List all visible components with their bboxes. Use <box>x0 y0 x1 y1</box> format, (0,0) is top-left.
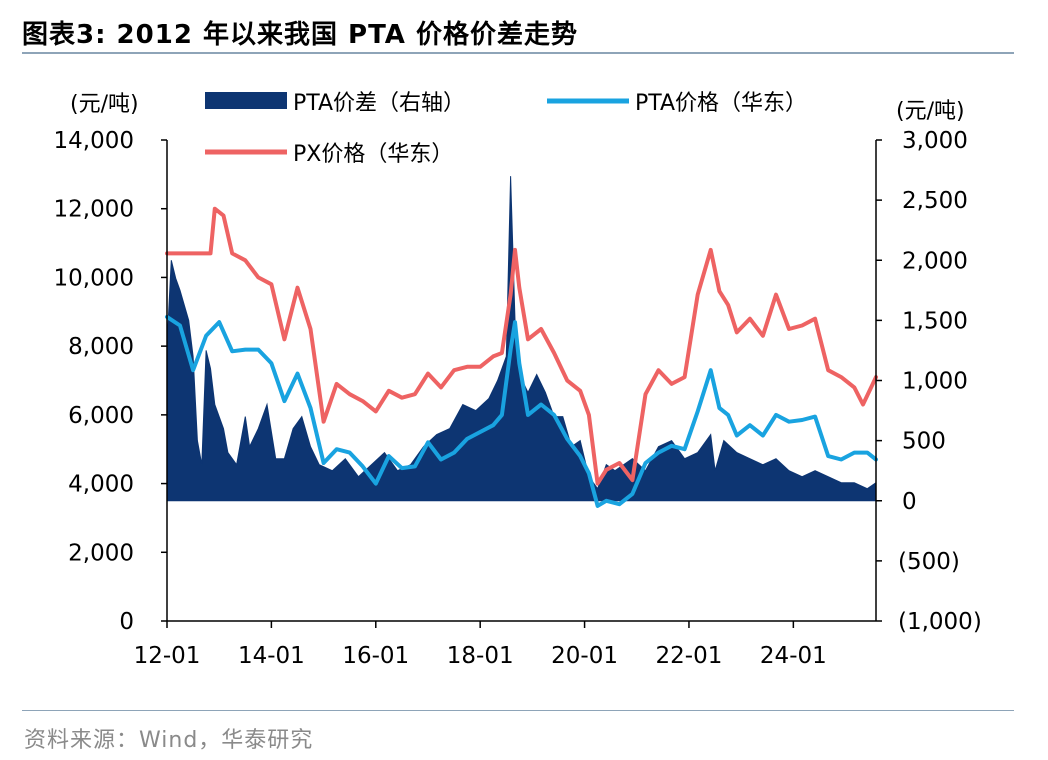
x-axis-tick-label: 20-01 <box>551 643 618 669</box>
right-axis-tick-label: 1,500 <box>902 308 968 334</box>
source-note: 资料来源：Wind，华泰研究 <box>24 728 314 753</box>
chart-title: 图表3: 2012 年以来我国 PTA 价格价差走势 <box>22 20 578 50</box>
x-axis-tick-label: 18-01 <box>447 643 514 669</box>
left-axis-tick-label: 2,000 <box>68 540 134 566</box>
left-axis-tick-label: 8,000 <box>68 334 134 360</box>
series-px-line <box>165 206 878 486</box>
legend-label-pta: PTA价格（华东） <box>635 91 807 116</box>
ticks-layer: 0 2,000 4,000 6,000 8,000 10,000 12,000 14,000 (… <box>54 128 982 669</box>
spread-area-layer <box>166 176 877 502</box>
right-axis-tick-label: 0 <box>902 489 917 515</box>
right-axis-tick-label: 500 <box>902 429 946 455</box>
legend-swatch-spread <box>205 92 287 109</box>
legend: PTA价差（右轴） PTA价格（华东） PX价格（华东） <box>205 91 807 167</box>
chart-area: 0 2,000 4,000 6,000 8,000 10,000 12,000 14,000 (… <box>54 91 982 669</box>
left-axis-tick-label: 14,000 <box>54 128 134 154</box>
left-axis-tick-label: 6,000 <box>68 403 134 429</box>
x-axis-tick-label: 22-01 <box>656 643 723 669</box>
series-spread-area <box>166 176 877 502</box>
right-axis-tick-label: 2,500 <box>902 188 968 214</box>
right-axis-tick-label: 1,000 <box>902 369 968 395</box>
left-axis-unit: (元/吨) <box>70 92 139 117</box>
left-axis-tick-label: 12,000 <box>54 197 134 223</box>
right-axis-tick-label: 2,000 <box>902 248 968 274</box>
left-axis-tick-label: 4,000 <box>68 472 134 498</box>
left-axis-tick-label: 10,000 <box>54 265 134 291</box>
right-axis-tick-label: (1,000) <box>898 609 982 635</box>
title-rule <box>22 52 1014 54</box>
right-axis-tick-label: (500) <box>898 549 960 575</box>
right-axis-unit: (元/吨) <box>896 99 965 124</box>
price-lines-layer <box>165 206 878 508</box>
x-axis-tick-label: 14-01 <box>238 643 305 669</box>
x-axis-tick-label: 16-01 <box>342 643 409 669</box>
legend-label-spread: PTA价差（右轴） <box>293 91 465 116</box>
source-rule <box>22 710 1014 711</box>
left-axis-tick-label: 0 <box>119 609 134 635</box>
x-axis-tick-label: 24-01 <box>760 643 827 669</box>
series-pta-line <box>165 314 878 508</box>
x-axis-tick-label: 12-01 <box>134 643 201 669</box>
legend-label-px: PX价格（华东） <box>293 142 453 167</box>
right-axis-tick-label: 3,000 <box>902 128 968 154</box>
